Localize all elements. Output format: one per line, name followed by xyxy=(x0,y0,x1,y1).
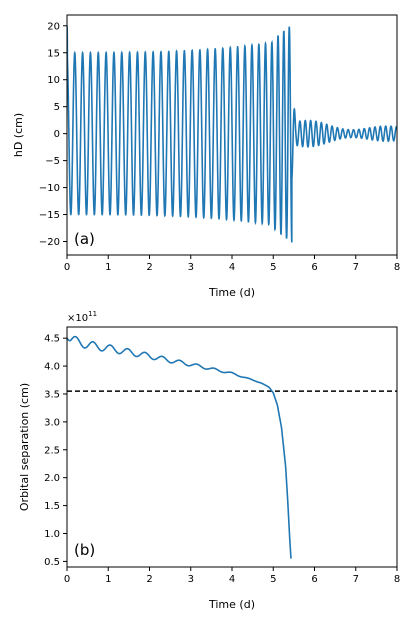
panel-b-y-tick-label: 0.5 xyxy=(44,557,60,568)
panel-a-y-tick-label: 10 xyxy=(47,75,60,86)
panel-b-x-tick-label: 4 xyxy=(229,574,235,585)
panel-b-y-tick-label: 2.0 xyxy=(44,473,60,484)
panel-b-plot-area xyxy=(67,335,397,559)
panel-a-x-label: Time (d) xyxy=(208,286,255,299)
panel-b-y-label: Orbital separation (cm) xyxy=(18,383,31,511)
panel-a-y-tick-label: 20 xyxy=(47,21,60,32)
panel-a-tag: (a) xyxy=(74,230,95,248)
panel-b-x-label: Time (d) xyxy=(208,598,255,611)
panel-a-x-axis: 0 1 2 3 4 5 6 7 8 xyxy=(64,255,400,273)
panel-b-frame xyxy=(66,326,398,568)
panel-a-x-tick-label: 3 xyxy=(188,262,194,273)
panel-b-y-tick-label: 4.5 xyxy=(44,334,60,345)
panel-b-x-tick-label: 5 xyxy=(270,574,276,585)
panel-b-x-tick-label: 7 xyxy=(353,574,359,585)
panel-a-x-tick-label: 0 xyxy=(64,262,70,273)
panel-a-plot-area xyxy=(67,25,397,243)
panel-b-x-tick-label: 3 xyxy=(188,574,194,585)
panel-a-x-tick-label: 4 xyxy=(229,262,235,273)
panel-a-y-tick-label: −5 xyxy=(45,156,60,167)
panel-b-y-tick-label: 2.5 xyxy=(44,445,60,456)
orbital-separation-line xyxy=(67,335,292,559)
panel-b-x-axis: 0 1 2 3 4 5 6 7 8 xyxy=(64,567,400,585)
panel-b-y-tick-label: 4.0 xyxy=(44,362,60,373)
panel-a-x-tick-label: 1 xyxy=(105,262,111,273)
panel-a-x-tick-label: 6 xyxy=(311,262,317,273)
panel-b-y-tick-label: 3.0 xyxy=(44,417,60,428)
panel-b-offset-text: ×1011 xyxy=(67,310,97,324)
panel-b-y-tick-label: 1.5 xyxy=(44,501,60,512)
panel-a-x-tick-label: 7 xyxy=(353,262,359,273)
panel-a-x-tick-label: 8 xyxy=(394,262,400,273)
panel-a-y-axis: −20 −15 −10 −5 0 5 10 15 20 xyxy=(39,21,67,248)
panel-b-y-tick-label: 1.0 xyxy=(44,529,60,540)
panel-a-x-tick-label: 5 xyxy=(270,262,276,273)
panel-a-y-label: hD (cm) xyxy=(12,113,25,157)
panel-a-y-tick-label: 15 xyxy=(47,48,60,59)
panel-a-y-tick-label: −20 xyxy=(39,237,60,248)
panel-a-y-tick-label: 0 xyxy=(54,129,60,140)
panel-a-y-tick-label: −15 xyxy=(39,210,60,221)
panel-a-y-tick-label: 5 xyxy=(54,102,60,113)
panel-b: 0 1 2 3 4 5 6 7 8 0.5 1.0 1.5 2.0 2.5 3.0 3.5 4.0 4.5 Ti… xyxy=(18,310,400,611)
panel-b-y-axis: 0.5 1.0 1.5 2.0 2.5 3.0 3.5 4.0 4.5 xyxy=(44,334,67,568)
panel-b-x-tick-label: 0 xyxy=(64,574,70,585)
panel-a-y-tick-label: −10 xyxy=(39,183,60,194)
panel-b-x-tick-label: 1 xyxy=(105,574,111,585)
panel-a-x-tick-label: 2 xyxy=(146,262,152,273)
panel-b-x-tick-label: 8 xyxy=(394,574,400,585)
panel-a: 0 1 2 3 4 5 6 7 8 −20 −15 −10 −5 0 5 10 15 20 Time (d) h… xyxy=(12,14,400,299)
panel-b-x-tick-label: 6 xyxy=(311,574,317,585)
panel-b-tag: (b) xyxy=(74,541,95,559)
hd-strain-line xyxy=(67,25,397,243)
panel-b-x-tick-label: 2 xyxy=(146,574,152,585)
panel-b-y-tick-label: 3.5 xyxy=(44,389,60,400)
